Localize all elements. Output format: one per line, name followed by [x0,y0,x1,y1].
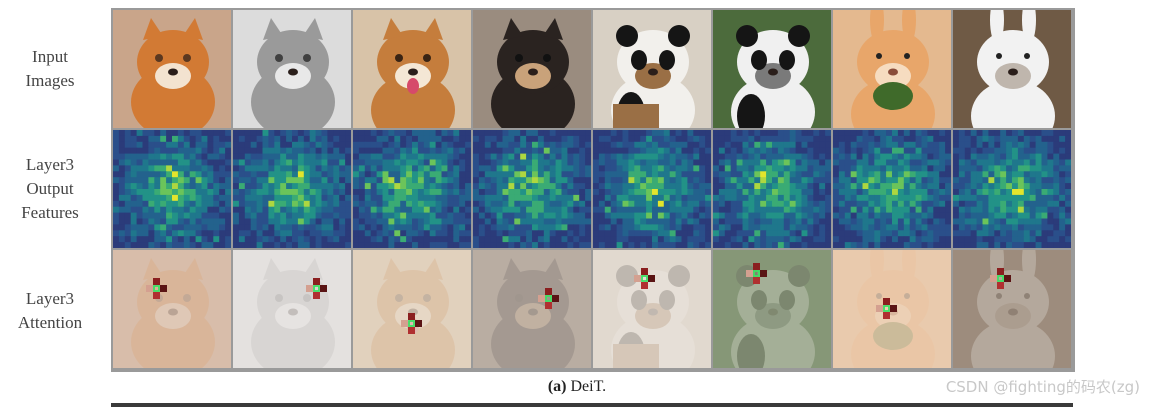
figure-caption: (a) DeiT. [0,378,1154,396]
feature-map-rabbit-eating [833,130,951,248]
row-label-line: Images [25,71,75,90]
attention-map-graphic [833,250,951,368]
feature-map-graphic [833,130,951,248]
row-label-attention: Layer3 Attention [0,287,100,335]
attention-map-graphic [713,250,831,368]
input-image-graphic [353,10,471,128]
row-label-line: Features [21,203,79,222]
attention-map-graphic [353,250,471,368]
input-image-black-puppy [473,10,591,128]
row-label-line: Layer3 [25,289,75,308]
feature-map-graphic [113,130,231,248]
feature-map-graphic [593,130,711,248]
input-image-graphic [113,10,231,128]
input-image-graphic [713,10,831,128]
attention-map-graphic [593,250,711,368]
input-image-graphic [593,10,711,128]
attention-map-rabbit-eating [833,250,951,368]
input-image-white-rabbit [953,10,1071,128]
feature-map-graphic [713,130,831,248]
next-figure-edge [111,403,1073,407]
input-image-graphic [473,10,591,128]
row-label-line: Output [26,179,74,198]
feature-map-panda-on-stump [593,130,711,248]
caption-text: DeiT. [566,378,607,395]
input-image-graphic [833,10,951,128]
input-image-graphic [953,10,1071,128]
input-image-orange-cat [113,10,231,128]
attention-map-grey-cat [233,250,351,368]
feature-map-graphic [473,130,591,248]
row-label-input-images: Input Images [0,45,100,93]
row-label-line: Input [32,47,68,66]
attention-map-black-puppy [473,250,591,368]
input-image-shiba-dog [353,10,471,128]
feature-map-graphic [953,130,1071,248]
row-label-line: Layer3 [25,155,75,174]
feature-map-white-rabbit [953,130,1071,248]
attention-map-orange-cat [113,250,231,368]
feature-map-orange-cat [113,130,231,248]
input-image-rabbit-eating [833,10,951,128]
feature-map-graphic [233,130,351,248]
input-image-panda-on-tree [713,10,831,128]
input-image-grey-cat [233,10,351,128]
feature-map-panda-on-tree [713,130,831,248]
figure-image-grid [111,8,1075,372]
input-image-graphic [233,10,351,128]
watermark: CSDN @fighting的码农(zg) [945,378,1140,396]
feature-map-graphic [353,130,471,248]
row-label-output-features: Layer3 Output Features [0,153,100,225]
attention-map-graphic [113,250,231,368]
attention-map-panda-on-stump [593,250,711,368]
feature-map-shiba-dog [353,130,471,248]
attention-map-white-rabbit [953,250,1071,368]
feature-map-black-puppy [473,130,591,248]
attention-map-graphic [953,250,1071,368]
attention-map-graphic [233,250,351,368]
row-label-line: Attention [17,313,83,332]
feature-map-grey-cat [233,130,351,248]
attention-map-panda-on-tree [713,250,831,368]
input-image-panda-on-stump [593,10,711,128]
attention-map-graphic [473,250,591,368]
attention-map-shiba-dog [353,250,471,368]
caption-label: (a) [547,378,567,395]
